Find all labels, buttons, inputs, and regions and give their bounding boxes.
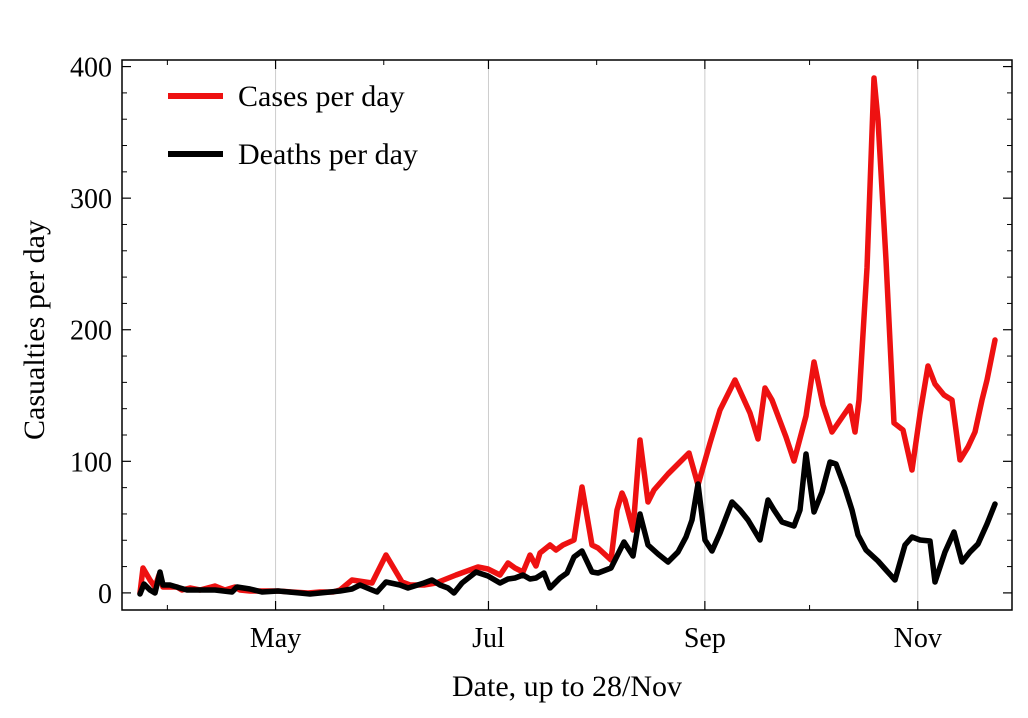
y-tick-label: 100 [70, 447, 112, 478]
y-tick-label: 400 [70, 53, 112, 84]
y-tick-label: 0 [98, 579, 112, 610]
x-tick-label: Nov [894, 623, 942, 654]
plot-frame [121, 59, 1013, 611]
legend-label: Cases per day [238, 80, 405, 113]
grid-lines [275, 60, 919, 610]
y-axis-label: Casualties per day [18, 220, 51, 440]
legend: Cases per day Deaths per day [168, 80, 418, 171]
series-line-deaths-per-day [137, 451, 998, 597]
axis-ticks: May Jul Sep Nov 0 100 200 300 400 [70, 53, 1012, 654]
x-tick-label: Jul [472, 623, 505, 654]
x-axis-label: Date, up to 28/Nov [452, 670, 682, 703]
legend-label: Deaths per day [238, 138, 418, 171]
y-tick-label: 300 [70, 184, 112, 215]
x-tick-label: May [250, 623, 301, 654]
y-tick-label: 200 [70, 316, 112, 347]
x-tick-label: Sep [684, 623, 726, 654]
series-group [137, 75, 998, 597]
